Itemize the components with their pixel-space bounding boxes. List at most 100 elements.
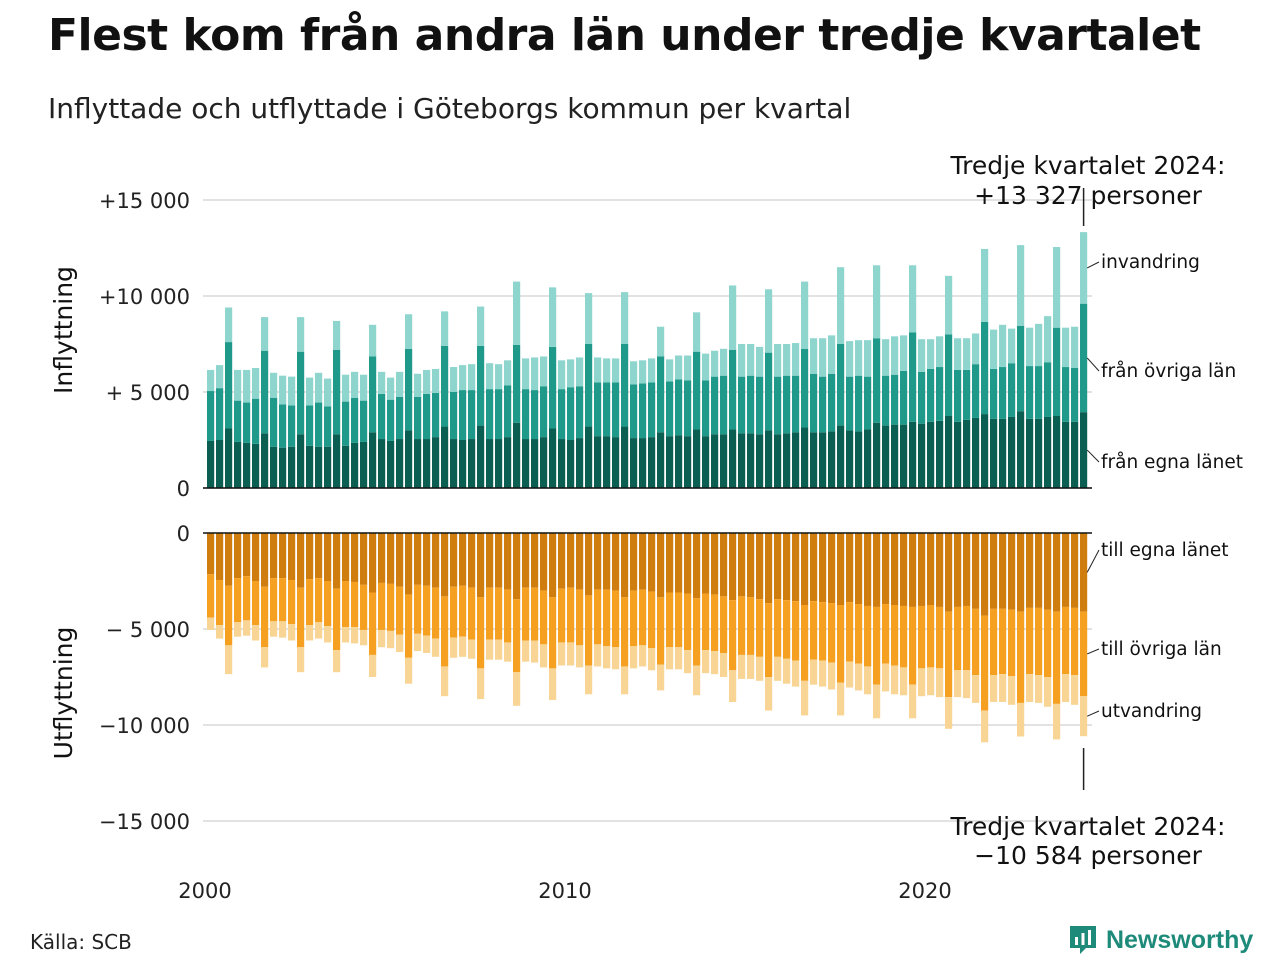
bar-out-2 [720,653,728,677]
bar-in-2 [369,324,377,357]
bar-in-2 [531,357,539,391]
bar-out-2 [495,639,503,660]
bar-out-0 [585,533,593,596]
y-tick-label-out: 0 [177,522,190,546]
bar-out-2 [855,663,863,691]
bar-out-1 [477,597,485,669]
bar-out-1 [765,603,773,677]
bar-in-2 [945,275,953,335]
bar-in-2 [765,289,773,353]
bar-in-0 [1062,421,1070,488]
bar-in-0 [864,429,872,488]
bar-out-2 [675,647,683,670]
bar-in-2 [1044,316,1052,363]
bar-in-0 [1017,411,1025,488]
bar-out-1 [945,611,953,698]
bar-out-1 [783,600,791,659]
bar-in-1 [558,389,566,440]
bar-out-1 [225,585,233,646]
bar-in-0 [1053,416,1061,488]
x-tick-label: 2000 [178,879,231,903]
bar-out-2 [405,657,413,684]
bar-in-0 [558,439,566,488]
bar-out-0 [396,533,404,587]
bar-out-2 [1017,702,1025,737]
bar-in-0 [675,435,683,488]
bar-in-0 [468,439,476,488]
bar-out-1 [900,605,908,668]
bar-out-1 [999,608,1007,675]
bar-in-1 [729,349,737,430]
bar-out-1 [252,581,260,626]
bar-in-1 [990,368,998,419]
bar-out-2 [531,640,539,663]
bar-in-1 [819,376,827,433]
bar-in-2 [828,335,836,374]
bar-in-2 [774,344,782,377]
bar-out-2 [522,640,530,662]
bar-out-2 [1053,703,1061,740]
bar-in-0 [432,437,440,488]
bar-out-0 [1062,533,1070,607]
bar-in-1 [207,391,215,441]
bar-in-1 [1044,362,1052,417]
bar-in-1 [351,397,359,443]
bar-in-2 [963,338,971,370]
bar-out-1 [1017,611,1025,703]
bar-out-2 [864,666,872,695]
bar-out-0 [981,533,989,616]
bar-out-2 [909,684,917,719]
bar-out-0 [594,533,602,590]
bar-out-1 [549,597,557,669]
bar-in-1 [378,393,386,440]
bar-out-1 [837,605,845,683]
bar-out-2 [1044,677,1052,707]
bar-out-1 [1035,607,1043,676]
bar-in-2 [243,369,251,403]
bar-in-2 [504,360,512,386]
bar-in-2 [306,377,314,406]
bar-out-0 [270,533,278,579]
bar-out-0 [468,533,476,588]
bar-out-0 [243,533,251,577]
y-tick-label-out: −10 000 [99,714,190,738]
bar-out-2 [288,624,296,641]
bar-in-2 [522,358,530,390]
bar-out-0 [342,533,350,581]
bar-out-1 [558,588,566,643]
bar-in-0 [846,430,854,488]
bar-out-2 [693,665,701,696]
bar-in-0 [207,440,215,488]
bar-out-2 [423,635,431,653]
x-tick-label: 2010 [538,879,591,903]
bar-in-0 [423,439,431,488]
bar-out-0 [765,533,773,604]
bar-out-0 [576,533,584,590]
bar-out-0 [639,533,647,590]
bar-out-2 [1026,674,1034,702]
bar-out-1 [684,593,692,651]
bar-in-2 [423,369,431,394]
bar-in-1 [306,405,314,446]
bar-in-0 [666,436,674,488]
label-leader-in [1086,449,1100,463]
bar-in-0 [405,430,413,488]
bar-in-2 [414,373,422,397]
bar-in-1 [639,383,647,439]
bar-in-1 [531,390,539,440]
bar-in-0 [945,416,953,488]
bar-out-2 [207,617,215,630]
bar-in-1 [441,345,449,427]
bar-out-2 [252,625,260,641]
bar-in-2 [666,359,674,382]
bar-out-0 [864,533,872,606]
bar-in-2 [927,339,935,369]
bar-in-0 [333,434,341,488]
bar-in-1 [621,344,629,427]
bar-in-2 [225,307,233,343]
bar-out-0 [657,533,665,598]
bar-out-0 [423,533,431,586]
bar-out-1 [342,581,350,628]
bar-in-1 [972,364,980,418]
bar-in-2 [864,340,872,377]
